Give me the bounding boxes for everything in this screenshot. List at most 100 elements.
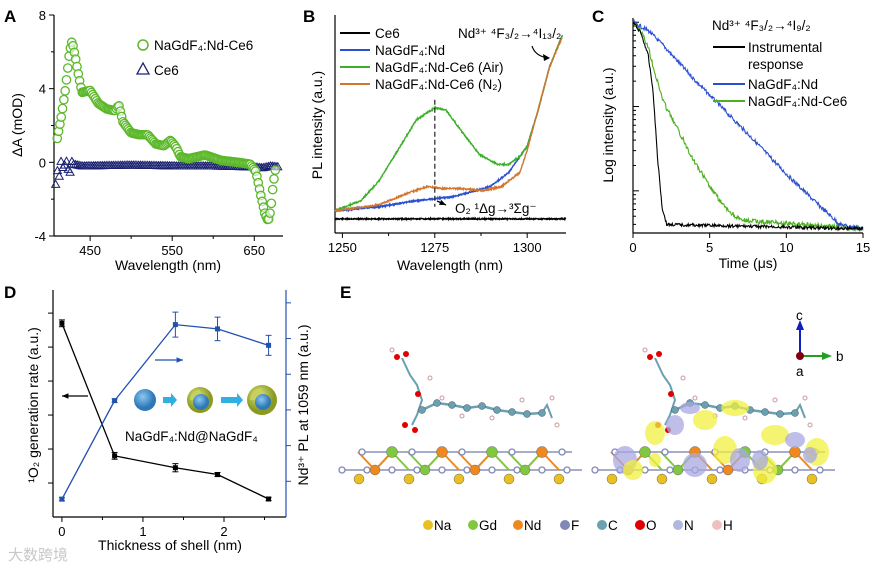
legend-label: NaGdF₄:Nd-Ce6 (N₂) xyxy=(375,77,502,92)
atom-f xyxy=(661,448,669,456)
x-tick-label: 5 xyxy=(706,240,713,255)
atom-na xyxy=(553,473,565,485)
growth-arrow-head xyxy=(237,393,243,407)
atom-o xyxy=(415,391,421,397)
atom-h xyxy=(692,395,698,401)
x-tick-label: 1250 xyxy=(328,240,357,255)
atom-h xyxy=(549,395,555,401)
atom-nd xyxy=(789,446,801,458)
atom-f xyxy=(508,448,516,456)
x-axis-label: Wavelength (nm) xyxy=(115,257,221,273)
atom-f xyxy=(438,466,446,474)
panel-letter-c: C xyxy=(592,7,604,26)
atom-f xyxy=(458,448,466,456)
y-axis-label: Log intensity (a.u.) xyxy=(600,67,616,182)
atom-na xyxy=(706,473,718,485)
atom-f xyxy=(363,466,371,474)
decay-curve-2 xyxy=(632,20,864,233)
atom-f xyxy=(408,448,416,456)
ce6-marker xyxy=(54,171,65,180)
atom-gd xyxy=(386,446,398,458)
legend-label: C xyxy=(608,518,618,533)
atom-na xyxy=(503,473,515,485)
atom-o xyxy=(668,391,674,397)
left-y-axis-label: ¹O₂ generation rate (a.u.) xyxy=(25,327,41,483)
series-line-0 xyxy=(334,216,567,222)
atom-nd xyxy=(436,446,448,458)
atom-f xyxy=(558,448,566,456)
right-y-axis-label: Nd³⁺ PL at 1059 nm (a.u.) xyxy=(295,325,311,486)
x-tick-label: 1300 xyxy=(513,240,542,255)
atom-h xyxy=(680,375,686,381)
charge-density-isosurface xyxy=(730,448,750,472)
charge-density-isosurface xyxy=(666,415,684,435)
atom-gd xyxy=(672,464,684,476)
legend-atom-f-icon xyxy=(560,520,570,530)
x-tick-label: 2 xyxy=(220,524,227,539)
x-tick-label: 15 xyxy=(856,240,870,255)
charge-density-isosurface xyxy=(785,432,805,448)
nd-ce6-marker xyxy=(269,174,279,184)
core-icon xyxy=(255,394,271,410)
legend-label: response xyxy=(748,57,804,72)
x-tick-label: 0 xyxy=(629,240,636,255)
b-axis-arrow-head xyxy=(822,352,832,360)
legend-label: N xyxy=(684,518,694,533)
legend-label: O xyxy=(646,518,657,533)
legend-label: NaGdF₄:Nd xyxy=(748,77,818,92)
atom-c xyxy=(538,409,546,417)
atom-c xyxy=(523,410,531,418)
legend-title: Nd³⁺ ⁴F₃/₂→⁴I₉/₂ xyxy=(712,18,811,33)
legend-atom-o-icon xyxy=(635,520,645,530)
nd-ce6-marker xyxy=(265,208,275,219)
axis-label-c: c xyxy=(796,308,803,323)
charge-density-isosurface xyxy=(680,402,700,414)
atom-f xyxy=(413,466,421,474)
ce6-marker xyxy=(50,179,61,188)
left-axis-arrow-head xyxy=(62,393,69,399)
charge-density-isosurface xyxy=(649,453,661,467)
atom-c xyxy=(791,409,799,417)
ce6-marker xyxy=(61,156,72,165)
charge-density-isosurface xyxy=(721,400,749,416)
legend-label: Ce6 xyxy=(154,63,179,78)
legend-label: F xyxy=(571,518,579,533)
panel-a-chart: 450 550 650 -4 0 4 8 Wavelength (nm) ΔA (mOD) NaG… xyxy=(9,8,283,273)
atom-h xyxy=(772,397,778,403)
legend-label: NaGdF₄:Nd xyxy=(375,43,445,58)
annotation-o2-transition: O₂ ¹Δg→³Σg⁻ xyxy=(455,201,537,216)
nd-ce6-marker xyxy=(62,63,73,73)
atom-c xyxy=(701,401,709,409)
atom-gd xyxy=(486,446,498,458)
atom-f xyxy=(513,466,521,474)
atom-h xyxy=(807,422,813,428)
atom-f xyxy=(563,466,571,474)
legend-atom-nd-icon xyxy=(513,520,523,530)
panel-c-chart: 0 5 10 15 Time (μs) Log intensity (a.u.) Nd³⁺ … xyxy=(600,18,870,271)
atom-c xyxy=(508,408,516,416)
atom-f xyxy=(463,466,471,474)
x-axis-label: Thickness of shell (nm) xyxy=(98,537,242,553)
legend-label: H xyxy=(723,518,733,533)
atom-c xyxy=(418,406,426,414)
panel-letter-b: B xyxy=(303,7,315,26)
legend-label: NaGdF₄:Nd-Ce6 (Air) xyxy=(375,60,504,75)
atom-h xyxy=(642,347,648,353)
legend-atom-na-icon xyxy=(423,520,433,530)
data-point xyxy=(215,326,221,332)
nd-ce6-marker xyxy=(58,94,69,105)
nd-ce6-marker xyxy=(266,198,277,209)
inset-label: NaGdF₄:Nd@NaGdF₄ xyxy=(125,429,258,444)
nd-ce6-marker xyxy=(56,112,67,123)
y-axis-label: PL intensity (a.u.) xyxy=(309,71,325,179)
x-axis-label: Wavelength (nm) xyxy=(397,257,503,273)
nd-ce6-marker xyxy=(61,74,72,85)
atom-f xyxy=(488,466,496,474)
x-tick-label: 10 xyxy=(779,240,793,255)
atom-h xyxy=(389,347,395,353)
right-axis-arrow-head xyxy=(176,357,183,363)
atom-na xyxy=(606,473,618,485)
atom-c xyxy=(776,410,784,418)
